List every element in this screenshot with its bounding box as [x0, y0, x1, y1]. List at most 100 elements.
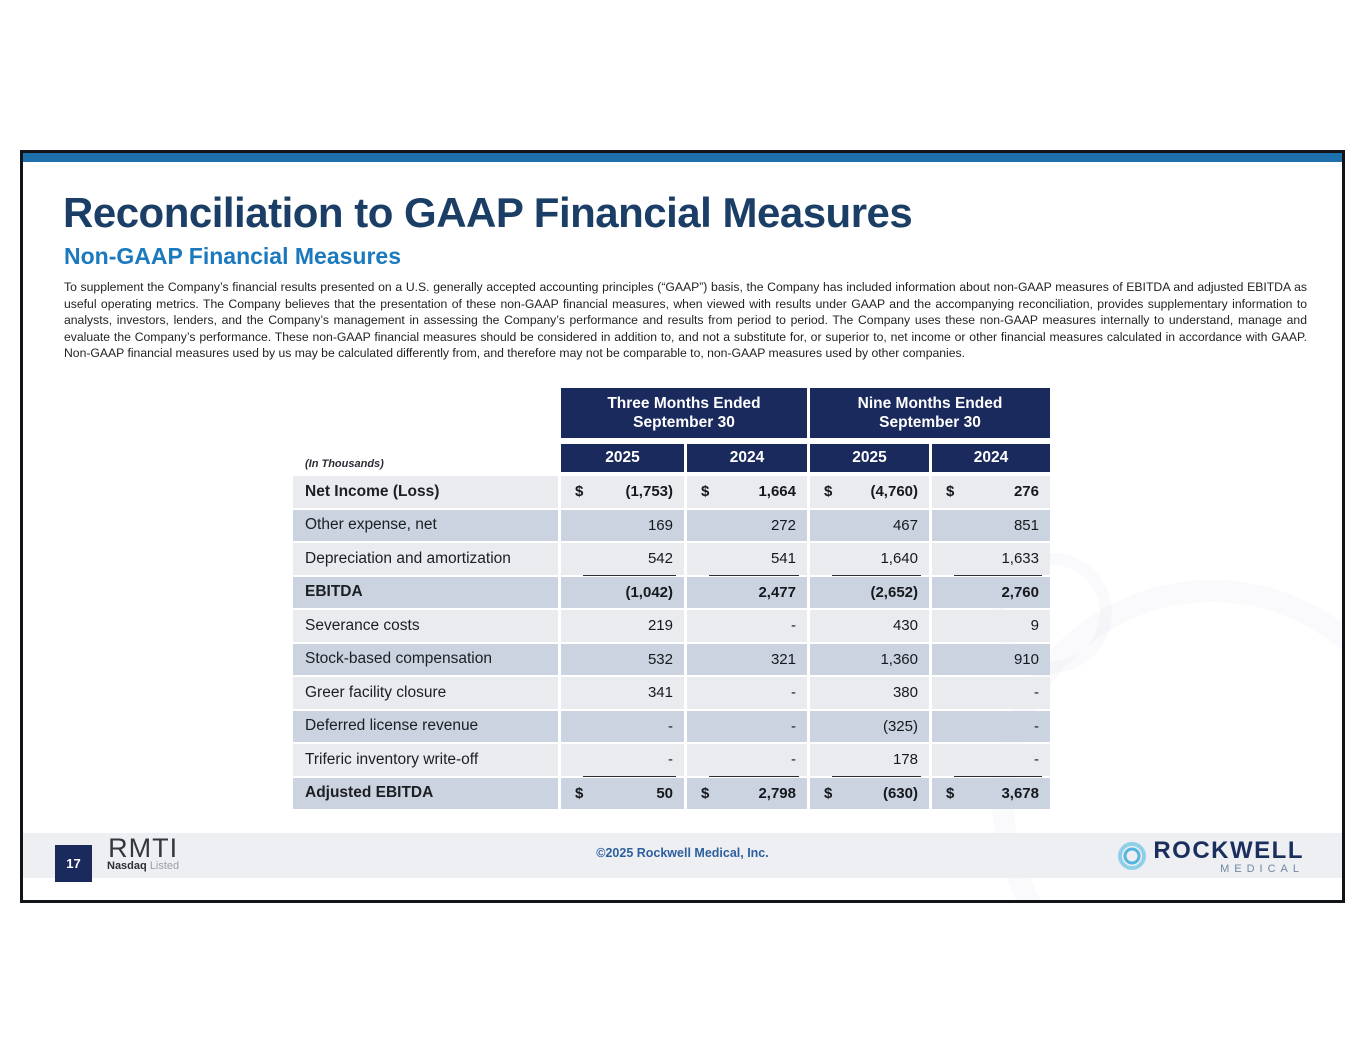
value-cell: (1,042) [561, 576, 684, 608]
value-text: - [668, 717, 673, 735]
dollar-sign: $ [946, 784, 955, 802]
value-text: 2,477 [758, 583, 796, 601]
dollar-sign: $ [824, 784, 833, 802]
value-text: - [1034, 684, 1039, 702]
value-text: - [791, 617, 796, 635]
value-text: 272 [770, 516, 796, 534]
table-row: Triferic inventory write-off - - 178 - [293, 744, 1050, 776]
dollar-sign: $ [946, 483, 955, 501]
value-text: (4,760) [870, 483, 918, 501]
value-text: 2,798 [758, 784, 796, 802]
medical-word: MEDICAL [1220, 863, 1304, 875]
value-text: - [1034, 717, 1039, 735]
value-cell: 169 [561, 509, 684, 541]
listed-label: Listed [149, 860, 180, 872]
row-label: Other expense, net [293, 509, 558, 541]
table-row: Deferred license revenue - - (325) - [293, 710, 1050, 742]
value-text: - [1034, 751, 1039, 769]
value-cell: - [561, 744, 684, 776]
year-column-header: 2024 [932, 444, 1050, 472]
value-cell: (2,652) [810, 576, 929, 608]
table-row: Greer facility closure 341 - 380 - [293, 677, 1050, 709]
value-cell: 1,640 [810, 543, 929, 575]
dollar-sign: $ [575, 784, 584, 802]
row-label: Deferred license revenue [293, 710, 558, 742]
value-cell: - [687, 610, 807, 642]
value-text: (630) [882, 784, 918, 802]
value-text: 1,664 [758, 483, 796, 501]
value-cell: 321 [687, 643, 807, 675]
value-text: (1,753) [625, 483, 673, 501]
nasdaq-label: Nasdaq [107, 860, 147, 872]
units-label: (In Thousands) [305, 458, 384, 470]
row-label: Triferic inventory write-off [293, 744, 558, 776]
dollar-sign: $ [701, 483, 710, 501]
value-cell: 532 [561, 643, 684, 675]
column-group-nine-months: Nine Months Ended September 30 [810, 388, 1050, 438]
value-text: 3,678 [1001, 784, 1039, 802]
value-cell: - [687, 710, 807, 742]
row-label: Greer facility closure [293, 677, 558, 709]
ticker-symbol: RMTI [108, 833, 179, 863]
value-cell: - [932, 744, 1050, 776]
value-cell: $ (4,760) [810, 476, 929, 508]
value-cell: 542 [561, 543, 684, 575]
value-cell: $ (1,753) [561, 476, 684, 508]
value-text: 1,633 [1001, 550, 1039, 568]
value-text: 178 [892, 751, 918, 769]
value-text: 276 [1013, 483, 1039, 501]
rockwell-medical-logo: ROCKWELL MEDICAL [1117, 839, 1304, 875]
value-text: (325) [882, 717, 918, 735]
value-text: 851 [1013, 516, 1039, 534]
page-title: Reconciliation to GAAP Financial Measure… [63, 189, 913, 236]
footer-bar: 17 RMTI Nasdaq Listed ©2025 Rockwell Med… [23, 833, 1342, 882]
header-spacer [293, 388, 558, 438]
table-group-header-row: Three Months Ended September 30 Nine Mon… [293, 388, 1050, 438]
value-cell: 910 [932, 643, 1050, 675]
value-cell: - [687, 744, 807, 776]
value-cell: 1,360 [810, 643, 929, 675]
year-column-header: 2025 [810, 444, 929, 472]
value-text: 467 [892, 516, 918, 534]
value-text: 430 [892, 617, 918, 635]
table-row: Stock-based compensation 532 321 1,360 910 [293, 643, 1050, 675]
table-row: Severance costs 219 - 430 9 [293, 610, 1050, 642]
table-row: Other expense, net 169 272 467 851 [293, 509, 1050, 541]
value-text: 9 [1030, 617, 1039, 635]
row-label: Depreciation and amortization [293, 543, 558, 575]
value-cell: 9 [932, 610, 1050, 642]
value-cell: (325) [810, 710, 929, 742]
table-row: Adjusted EBITDA $50 $2,798 $ (630) $3,678 [293, 777, 1050, 809]
value-text: 532 [647, 650, 673, 668]
value-text: - [668, 751, 673, 769]
copyright-text: ©2025 Rockwell Medical, Inc. [596, 846, 769, 860]
value-text: - [791, 717, 796, 735]
value-text: 219 [647, 617, 673, 635]
row-label: Adjusted EBITDA [293, 777, 558, 809]
table-row: Depreciation and amortization 542 541 1,640… [293, 543, 1050, 575]
value-text: 910 [1013, 650, 1039, 668]
value-text: 2,760 [1001, 583, 1039, 601]
value-cell: $2,798 [687, 777, 807, 809]
value-cell: 467 [810, 509, 929, 541]
value-cell: - [687, 677, 807, 709]
value-cell: 272 [687, 509, 807, 541]
value-text: (2,652) [870, 583, 918, 601]
year-column-header: 2024 [687, 444, 807, 472]
nasdaq-listing-logo: RMTI Nasdaq Listed [107, 835, 179, 872]
value-text: (1,042) [625, 583, 673, 601]
row-label: Severance costs [293, 610, 558, 642]
value-cell: 851 [932, 509, 1050, 541]
row-label: Stock-based compensation [293, 643, 558, 675]
value-cell: 178 [810, 744, 929, 776]
page-number-badge: 17 [55, 845, 92, 882]
nasdaq-listed-label: Nasdaq Listed [107, 861, 179, 872]
value-text: 321 [770, 650, 796, 668]
value-cell: $ (630) [810, 777, 929, 809]
page-number: 17 [66, 856, 81, 871]
year-column-header: 2025 [561, 444, 684, 472]
value-cell: - [561, 710, 684, 742]
table-year-header-row: (In Thousands) 2025 2024 2025 2024 [293, 444, 1050, 472]
value-text: 169 [647, 516, 673, 534]
row-label: Net Income (Loss) [293, 476, 558, 508]
